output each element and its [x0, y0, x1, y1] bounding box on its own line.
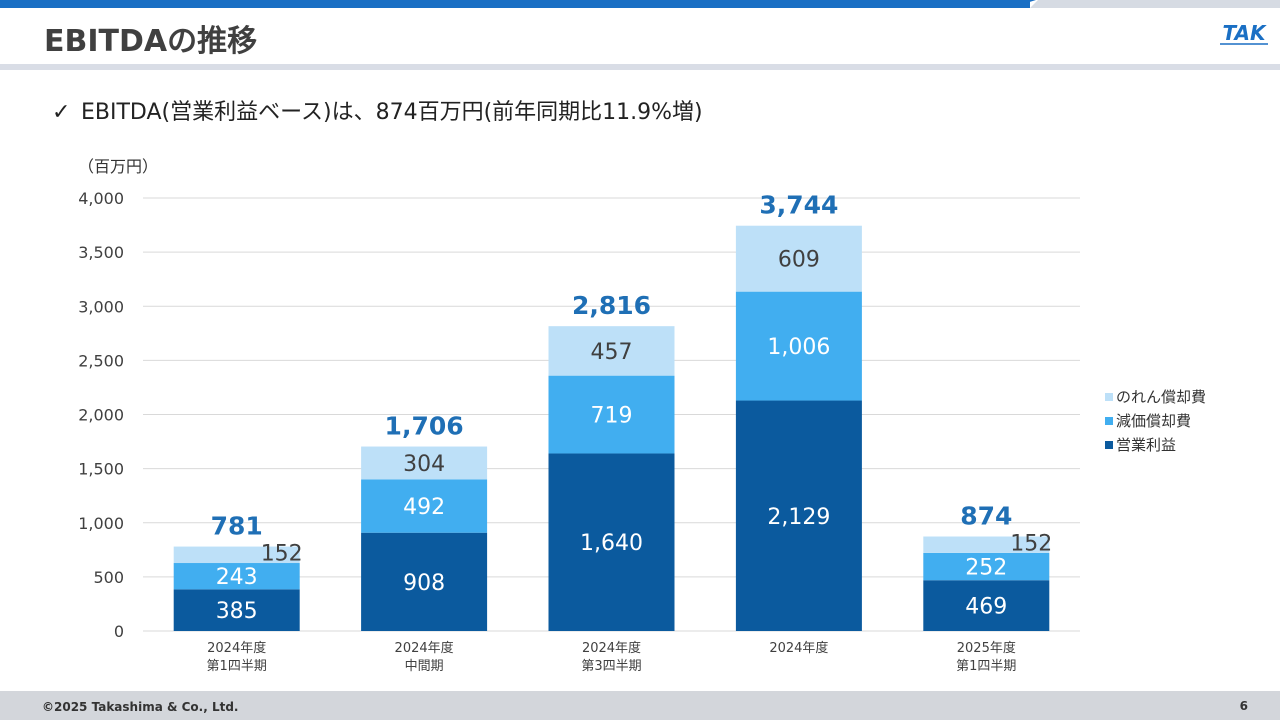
x-tick-label: 中間期: [405, 659, 444, 674]
summary-text: EBITDA(営業利益ベース)は、874百万円(前年同期比11.9%増): [81, 100, 703, 125]
bar-segment: [173, 546, 300, 564]
bar-value-label: 152: [1010, 531, 1052, 556]
y-axis-unit-label: （百万円）: [78, 157, 158, 176]
legend-label: 減価償却費: [1116, 412, 1191, 430]
y-tick-label: 2,000: [78, 406, 124, 425]
bar-segment: [173, 563, 300, 590]
x-tick-label: 第1四半期: [956, 659, 1016, 674]
x-tick-label: 2024年度: [769, 640, 828, 656]
x-tick-label: 2024年度: [582, 640, 641, 656]
bar-value-label: 2,129: [767, 505, 830, 530]
footer: ©2025 Takashima & Co., Ltd. 6: [0, 691, 1280, 720]
legend-label: のれん償却費: [1116, 388, 1206, 406]
y-tick-label: 3,500: [78, 243, 124, 262]
bar-value-label: 719: [591, 404, 633, 429]
bar-value-label: 252: [965, 556, 1007, 581]
bar-value-label: 152: [261, 542, 303, 567]
ebitda-stacked-bar-chart: （百万円） 0 500 1,000 1,500 2,000 2,500 3,000 3,500 4…: [78, 157, 1206, 674]
legend-swatch: [1105, 441, 1113, 449]
bar-segment: [361, 532, 488, 631]
page-title: EBITDAの推移: [44, 24, 258, 59]
bar-value-label: 304: [403, 452, 445, 477]
bar-segment: [173, 589, 300, 631]
y-tick-label: 3,000: [78, 297, 124, 316]
bar-segment: [548, 453, 675, 631]
y-tick-label: 0: [114, 622, 124, 641]
bar-value-label: 457: [591, 340, 633, 365]
bar-total-label: 1,706: [385, 411, 464, 440]
bar-value-label: 1,640: [580, 531, 643, 556]
x-tick-label: 2024年度: [395, 640, 454, 656]
legend-swatch: [1105, 393, 1113, 401]
bar-value-label: 908: [403, 571, 445, 596]
bar-segment: [923, 552, 1050, 581]
title-divider: [0, 64, 1280, 70]
bar-value-label: 243: [216, 565, 258, 590]
y-tick-label: 1,500: [78, 460, 124, 479]
y-tick-label: 2,500: [78, 351, 124, 370]
bar-value-label: 609: [778, 248, 820, 273]
bar-segment: [361, 479, 488, 533]
bar-value-label: 492: [403, 495, 445, 520]
bar-value-label: 385: [216, 599, 258, 624]
summary-bullet: ✓ EBITDA(営業利益ベース)は、874百万円(前年同期比11.9%増): [52, 94, 703, 126]
y-tick-label: 4,000: [78, 189, 124, 208]
x-tick-label: 第1四半期: [207, 659, 267, 674]
company-logo: TAK: [1220, 21, 1268, 45]
x-tick-label: 第3四半期: [581, 659, 641, 674]
bar-total-label: 2,816: [572, 291, 651, 320]
bar-total-label: 3,744: [759, 191, 838, 220]
bar-total-label: 781: [211, 511, 263, 540]
copyright-text: ©2025 Takashima & Co., Ltd.: [42, 700, 239, 714]
page-number: 6: [1239, 699, 1248, 713]
bar-segment: [923, 580, 1050, 631]
bar-segment: [735, 225, 862, 292]
bar-value-label: 1,006: [767, 335, 830, 360]
bar-segment: [735, 400, 862, 631]
bar-total-label: 874: [960, 501, 1012, 530]
y-tick-label: 1,000: [78, 514, 124, 533]
check-icon: ✓: [52, 100, 71, 125]
bar-segment: [548, 375, 675, 454]
y-tick-label: 500: [93, 568, 124, 587]
legend-swatch: [1105, 417, 1113, 425]
bar-segment: [923, 536, 1050, 553]
x-tick-label: 2024年度: [207, 640, 266, 656]
bar-segment: [361, 446, 488, 480]
legend-label: 営業利益: [1116, 436, 1176, 454]
x-tick-label: 2025年度: [957, 640, 1016, 656]
bar-segment: [735, 291, 862, 401]
bar-segment: [548, 326, 675, 376]
logo-text: TAK: [1222, 21, 1267, 45]
top-accent-bar: [0, 0, 1280, 8]
bar-value-label: 469: [965, 595, 1007, 620]
